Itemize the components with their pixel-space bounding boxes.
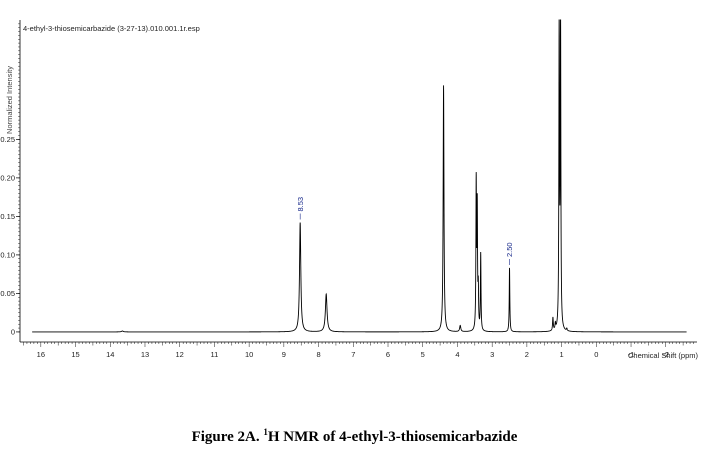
- nmr-spectrum-chart: 4-ethyl-3-thiosemicarbazide (3-27-13).01…: [0, 19, 699, 360]
- spectrum-line: [32, 19, 687, 333]
- x-tick-label: 0: [594, 350, 598, 359]
- x-tick-label: 14: [106, 350, 114, 359]
- x-tick-label: 9: [282, 350, 286, 359]
- peak-label: 8.53: [296, 197, 305, 212]
- caption-prefix: Figure 2A.: [191, 429, 260, 445]
- x-tick-label: 11: [211, 350, 219, 359]
- x-tick-label: 16: [37, 350, 45, 359]
- x-tick-label: 6: [386, 350, 390, 359]
- x-tick-label: 8: [316, 350, 320, 359]
- y-tick-label: 0.10: [0, 250, 15, 259]
- x-tick-label: -2: [662, 350, 669, 359]
- x-axis-label: Chemical Shift (ppm): [628, 351, 699, 360]
- x-tick-label: 15: [71, 350, 79, 359]
- y-tick-label: 0.25: [0, 135, 15, 144]
- peak-label: 2.50: [505, 242, 514, 257]
- x-tick-label: 4: [455, 350, 459, 359]
- y-tick-label: 0.20: [0, 173, 15, 182]
- y-tick-label: 0: [11, 327, 15, 336]
- axes: [19, 20, 697, 343]
- figure-caption: Figure 2A. 1H NMR of 4-ethyl-3-thiosemic…: [0, 427, 709, 446]
- y-tick-label: 0.15: [0, 212, 15, 221]
- x-tick-label: 7: [351, 350, 355, 359]
- x-tick-label: 3: [490, 350, 494, 359]
- x-tick-label: 12: [176, 350, 184, 359]
- y-axis-ticks: 0 0.05 0.10 0.15 0.20 0.25: [0, 23, 20, 336]
- caption-text: H NMR of 4-ethyl-3-thiosemicarbazide: [267, 429, 518, 445]
- x-axis-ticks: 16 15 14 13 12 11 10 9 8 7 6 5 4 3 2 1 0 -1 -2: [23, 342, 694, 359]
- y-axis-label: Normalized Intensity: [5, 66, 14, 134]
- x-tick-label: 1: [560, 350, 564, 359]
- caption-superscript: 1: [263, 427, 268, 437]
- x-tick-label: 13: [141, 350, 149, 359]
- x-tick-label: -1: [628, 350, 635, 359]
- x-tick-label: 2: [525, 350, 529, 359]
- y-tick-label: 0.05: [0, 289, 15, 298]
- x-tick-label: 10: [245, 350, 253, 359]
- peak-annotations: 8.53 2.50: [296, 197, 514, 265]
- chart-title: 4-ethyl-3-thiosemicarbazide (3-27-13).01…: [23, 24, 200, 33]
- x-tick-label: 5: [421, 350, 425, 359]
